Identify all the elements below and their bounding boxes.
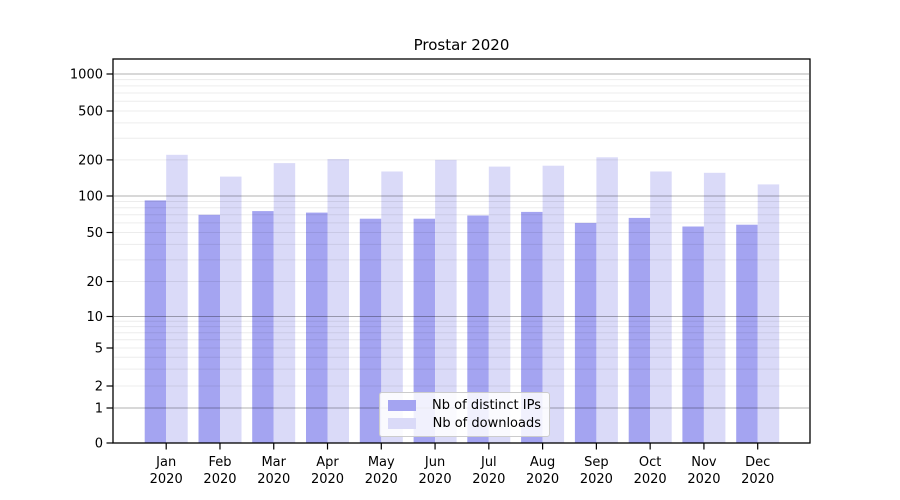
bars-series-1 xyxy=(166,154,780,444)
legend-swatch-downloads-icon xyxy=(388,418,416,429)
x-tick-label-month: Aug xyxy=(530,455,555,470)
x-tick-label-month: Apr xyxy=(316,455,339,470)
bar-aug-s0 xyxy=(521,211,543,443)
y-gridlines xyxy=(114,73,809,409)
x-tick-label-year: 2020 xyxy=(203,472,236,487)
x-tick-label-month: Jun xyxy=(424,455,445,470)
y-tick-label: 20 xyxy=(86,275,103,290)
bar-sep-s1 xyxy=(596,157,618,444)
y-tick-label: 200 xyxy=(78,153,103,168)
x-tick-label-year: 2020 xyxy=(634,472,667,487)
bar-may-s1 xyxy=(381,171,403,443)
x-tick-label-month: May xyxy=(368,455,395,470)
y-tick-label: 2 xyxy=(95,380,103,395)
x-tick-label-month: Oct xyxy=(639,455,661,470)
bar-jul-s0 xyxy=(467,215,489,443)
bar-dec-s0 xyxy=(736,224,758,443)
x-tick-label-year: 2020 xyxy=(365,472,398,487)
bar-nov-s0 xyxy=(682,226,704,443)
bar-jun-s1 xyxy=(435,159,457,443)
plot-border xyxy=(112,58,811,444)
y-tick-label: 0 xyxy=(95,437,103,452)
x-tick-label-year: 2020 xyxy=(419,472,452,487)
x-tick-label-year: 2020 xyxy=(150,472,183,487)
bar-dec-s1 xyxy=(757,184,780,443)
x-tick-label-year: 2020 xyxy=(472,472,505,487)
y-tick-label: 1000 xyxy=(70,68,103,83)
x-tick-label-year: 2020 xyxy=(741,472,774,487)
bar-mar-s0 xyxy=(252,211,274,443)
x-tick-label-month: Nov xyxy=(691,455,717,470)
x-tick-label-month: Sep xyxy=(584,455,609,470)
bars-series-0 xyxy=(144,200,758,443)
bar-feb-s1 xyxy=(220,176,242,443)
legend-item-distinct-ips: Nb of distinct IPs xyxy=(388,398,541,413)
y-tick-label: 1 xyxy=(95,402,103,417)
legend-label-distinct-ips: Nb of distinct IPs xyxy=(432,398,541,413)
x-axis: Jan 2020 Feb 2020 Mar 2020 Apr 2020 May 2020 Jun 20… xyxy=(150,443,774,487)
legend-label-downloads: Nb of downloads xyxy=(432,416,541,431)
x-tick-label-year: 2020 xyxy=(526,472,559,487)
bar-aug-s1 xyxy=(542,165,565,443)
y-tick-label: 50 xyxy=(86,226,103,241)
x-tick-label-year: 2020 xyxy=(687,472,720,487)
y-tick-label: 5 xyxy=(95,342,103,357)
bar-jan-s1 xyxy=(166,154,188,444)
legend-swatch-distinct-ips-icon xyxy=(388,400,416,411)
bar-mar-s1 xyxy=(273,163,296,443)
chart-title: Prostar 2020 xyxy=(413,36,510,54)
y-tick-label: 500 xyxy=(78,105,103,120)
bar-nov-s1 xyxy=(703,172,726,444)
bar-sep-s0 xyxy=(574,222,597,443)
bar-may-s0 xyxy=(359,218,382,443)
bar-jul-s1 xyxy=(488,166,511,443)
x-tick-label-month: Jul xyxy=(480,455,497,470)
bar-oct-s0 xyxy=(628,217,651,443)
bars xyxy=(144,154,780,444)
x-tick-label-year: 2020 xyxy=(311,472,344,487)
x-tick-label-month: Jan xyxy=(155,455,176,470)
bar-apr-s1 xyxy=(327,159,349,443)
bar-feb-s0 xyxy=(198,214,220,443)
x-tick-label-month: Feb xyxy=(208,455,231,470)
y-tick-label: 100 xyxy=(78,190,103,205)
legend: Nb of distinct IPs Nb of downloads xyxy=(379,392,550,437)
bar-apr-s0 xyxy=(306,212,328,443)
y-tick-label: 10 xyxy=(86,310,103,325)
bar-jun-s0 xyxy=(413,218,436,443)
x-tick-label-year: 2020 xyxy=(257,472,290,487)
bar-jan-s0 xyxy=(144,200,167,443)
legend-item-downloads: Nb of downloads xyxy=(388,416,541,431)
x-tick-label-month: Mar xyxy=(261,455,286,470)
bar-oct-s1 xyxy=(650,171,672,443)
x-tick-label-year: 2020 xyxy=(580,472,613,487)
x-tick-label-month: Dec xyxy=(745,455,770,470)
